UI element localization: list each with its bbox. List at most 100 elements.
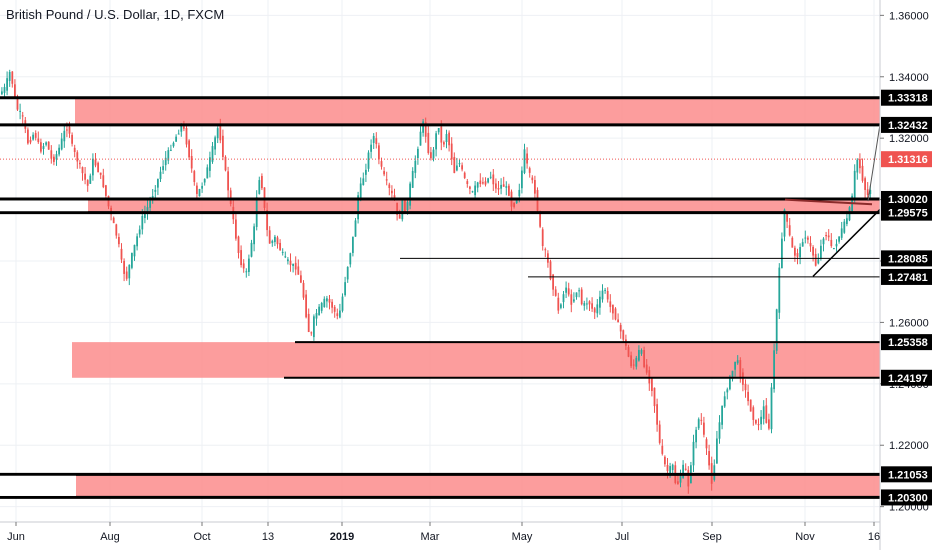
candle-body	[677, 481, 679, 485]
candle-body	[827, 235, 830, 238]
candle-body	[297, 266, 300, 275]
candle-body	[643, 350, 645, 367]
candle-body	[570, 294, 573, 305]
candle-body	[749, 399, 752, 412]
candle-body	[105, 185, 107, 196]
candle-body	[843, 221, 846, 233]
candle-body	[437, 128, 440, 133]
candle-body	[786, 211, 788, 222]
candle-body	[81, 167, 84, 174]
candle-body	[435, 133, 437, 150]
candle-body	[66, 129, 68, 131]
candle-body	[50, 150, 53, 159]
candle-body	[11, 71, 14, 84]
candle-body	[183, 126, 185, 129]
candle-body	[825, 235, 827, 237]
candle-body	[211, 146, 214, 162]
candle-body	[92, 158, 94, 176]
candle-body	[864, 178, 866, 190]
candle-body	[34, 133, 37, 138]
candle-body	[796, 253, 799, 257]
candle-body	[765, 405, 768, 423]
time-tick-label: 2019	[330, 531, 354, 543]
candle-body	[300, 275, 302, 283]
candle-body	[773, 350, 775, 390]
candle-body	[40, 142, 42, 152]
candle-body	[716, 438, 718, 464]
candle-body	[575, 292, 578, 298]
candle-body	[682, 464, 684, 478]
candle-body	[822, 238, 825, 245]
candle-body	[424, 122, 427, 137]
candle-body	[398, 214, 401, 219]
price-tick-label: 1.34000	[889, 72, 929, 84]
candle-body	[180, 124, 183, 132]
candle-body	[640, 349, 643, 354]
candle-body	[721, 405, 723, 425]
candle-body	[193, 171, 196, 183]
candle-body	[544, 249, 547, 251]
candle-body	[131, 253, 133, 268]
candle-body	[440, 126, 443, 143]
zone-mid-zone	[72, 342, 880, 378]
time-tick-label: May	[512, 531, 533, 543]
candle-body	[380, 161, 383, 167]
grid-lines	[0, 0, 880, 522]
candle-body	[154, 189, 157, 192]
candle-body	[149, 200, 151, 208]
candle-body	[411, 170, 414, 188]
candle-body	[687, 469, 690, 487]
candle-body	[799, 247, 801, 258]
candle-body	[162, 166, 164, 171]
candle-body	[110, 207, 112, 215]
time-axis: Jun Aug Oct 13 2019 Mar May Jul Sep Nov 16	[0, 521, 880, 543]
candle-body	[606, 291, 609, 300]
level-label-1.20300-bg	[881, 489, 932, 506]
candle-body	[346, 266, 349, 280]
candle-body	[302, 282, 305, 298]
candle-body	[222, 135, 224, 158]
horizontal-levels	[0, 96, 880, 499]
candle-body	[396, 202, 398, 215]
candle-body	[528, 168, 531, 173]
candle-body	[814, 253, 817, 266]
candle-body	[604, 289, 606, 291]
candle-body	[671, 464, 674, 471]
candle-body	[331, 301, 333, 308]
candle-body	[367, 152, 370, 169]
level-label-1.32432: 1.32432	[888, 120, 928, 132]
candle-body	[752, 407, 755, 420]
candle-body	[487, 178, 489, 183]
candle-body	[339, 310, 341, 318]
candle-body	[172, 142, 175, 147]
candle-body	[175, 136, 177, 142]
candle-body	[372, 136, 375, 143]
candle-body	[159, 171, 162, 180]
candle-body	[583, 303, 586, 306]
candle-body	[125, 271, 128, 279]
candle-body	[495, 183, 497, 189]
time-tick-label: Aug	[100, 531, 120, 543]
candle-body	[388, 184, 391, 188]
candle-body	[271, 240, 274, 244]
candle-body	[453, 156, 456, 173]
candle-body	[505, 186, 508, 188]
candle-body	[385, 179, 388, 181]
candle-body	[14, 84, 16, 98]
candle-body	[141, 215, 144, 230]
candle-body	[489, 176, 492, 178]
candle-body	[375, 138, 378, 145]
level-label-1.32432-bg	[881, 116, 932, 133]
candle-body	[287, 259, 289, 262]
candle-body	[167, 150, 170, 161]
candle-body	[79, 162, 81, 165]
candle-body	[781, 238, 783, 269]
candle-body	[445, 134, 448, 142]
candle-body	[729, 376, 731, 390]
candle-body	[500, 184, 502, 189]
time-tick-label: Mar	[421, 531, 440, 543]
candle-body	[294, 262, 297, 270]
candle-body	[203, 179, 206, 183]
